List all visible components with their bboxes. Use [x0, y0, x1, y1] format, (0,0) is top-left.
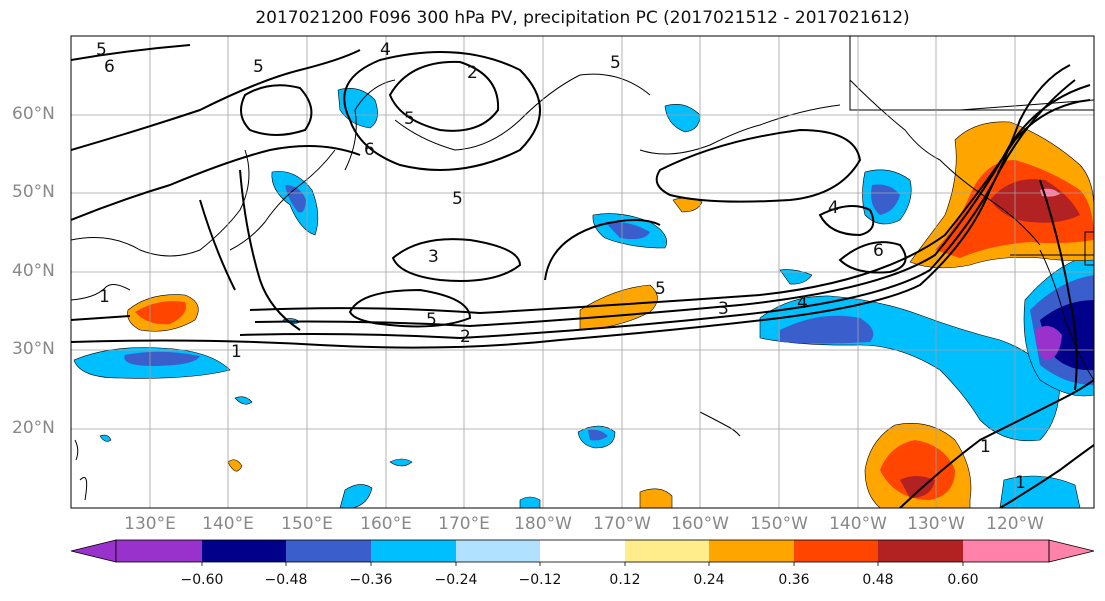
lat-label: 40°N	[12, 261, 55, 281]
contour-label: 2	[460, 327, 471, 347]
colorbar-tick-label: 0.60	[947, 572, 979, 588]
colorbar-tick-label: −0.48	[264, 572, 308, 588]
lon-label: 140°W	[829, 514, 887, 534]
lon-label: 160°E	[360, 514, 412, 534]
colorbar-bin	[878, 540, 963, 562]
colorbar-tick-label: 0.12	[609, 572, 641, 588]
contour-label: 1	[980, 437, 991, 457]
colorbar-extend-max	[1048, 539, 1095, 563]
contour-labels: 5 6 5 4 2 5 5 6 5 3 5 2 3 5 4 4 6 1 1 1 …	[96, 40, 1026, 493]
colorbar-bin	[371, 540, 456, 562]
contour-label: 6	[364, 140, 375, 160]
lon-label: 150°E	[281, 514, 333, 534]
colorbar-bin	[202, 540, 286, 562]
lon-label: 130°E	[124, 514, 176, 534]
colorbar-outline	[115, 539, 1050, 563]
lon-label: 130°W	[907, 514, 965, 534]
lon-label: 150°W	[750, 514, 808, 534]
pv-contours	[71, 44, 1094, 508]
colorbar-extend-min	[70, 539, 117, 563]
contour-label: 3	[428, 247, 439, 267]
contour-label: 5	[253, 57, 264, 77]
contour-label: 5	[610, 53, 621, 73]
contour-label: 2	[467, 63, 478, 83]
colorbar-bin	[794, 540, 878, 562]
colorbar-tick-label: −0.24	[434, 572, 478, 588]
colorbar-tick-label: −0.60	[180, 572, 224, 588]
contour-label: 1	[99, 287, 110, 307]
colorbar-tick-label: −0.12	[518, 572, 562, 588]
contour-label: 5	[452, 189, 463, 209]
contour-label: 3	[718, 299, 729, 319]
colorbar-bin	[709, 540, 794, 562]
contour-label: 1	[231, 342, 242, 362]
contour-label: 6	[873, 241, 884, 261]
colorbar-bin	[116, 540, 202, 562]
contour-label: 4	[797, 293, 808, 313]
lat-label: 50°N	[12, 182, 55, 202]
colorbar-bin	[625, 540, 709, 562]
contour-label: 4	[380, 40, 391, 60]
contour-label: 6	[104, 57, 115, 77]
colorbar-tick-label: 0.48	[862, 572, 894, 588]
contour-label: 4	[828, 198, 839, 218]
lon-label: 120°W	[986, 514, 1044, 534]
map-title: 2017021200 F096 300 hPa PV, precipitatio…	[255, 8, 910, 28]
lon-label: 140°E	[202, 514, 254, 534]
colorbar-bin	[540, 540, 625, 562]
colorbar-tick-label: 0.24	[693, 572, 725, 588]
contour-label: 1	[1015, 473, 1026, 493]
lon-label: 170°W	[593, 514, 651, 534]
lat-label: 20°N	[12, 418, 55, 438]
lon-label: 170°E	[438, 514, 490, 534]
colorbar-bin	[456, 540, 540, 562]
contour-label: 5	[426, 310, 437, 330]
colorbar-bin	[286, 540, 371, 562]
map-frame	[70, 35, 1095, 509]
lon-label: 160°W	[671, 514, 729, 534]
colorbar-tick-label: 0.36	[778, 572, 810, 588]
lat-label: 60°N	[12, 104, 55, 124]
contour-label: 5	[655, 279, 666, 299]
contour-label: 5	[96, 40, 107, 60]
colorbar	[70, 539, 1095, 566]
colorbar-tick-label: −0.36	[349, 572, 393, 588]
colorbar-bin	[963, 540, 1049, 562]
contour-label: 5	[404, 109, 415, 129]
lat-label: 30°N	[12, 339, 55, 359]
lon-label: 180°W	[514, 514, 572, 534]
